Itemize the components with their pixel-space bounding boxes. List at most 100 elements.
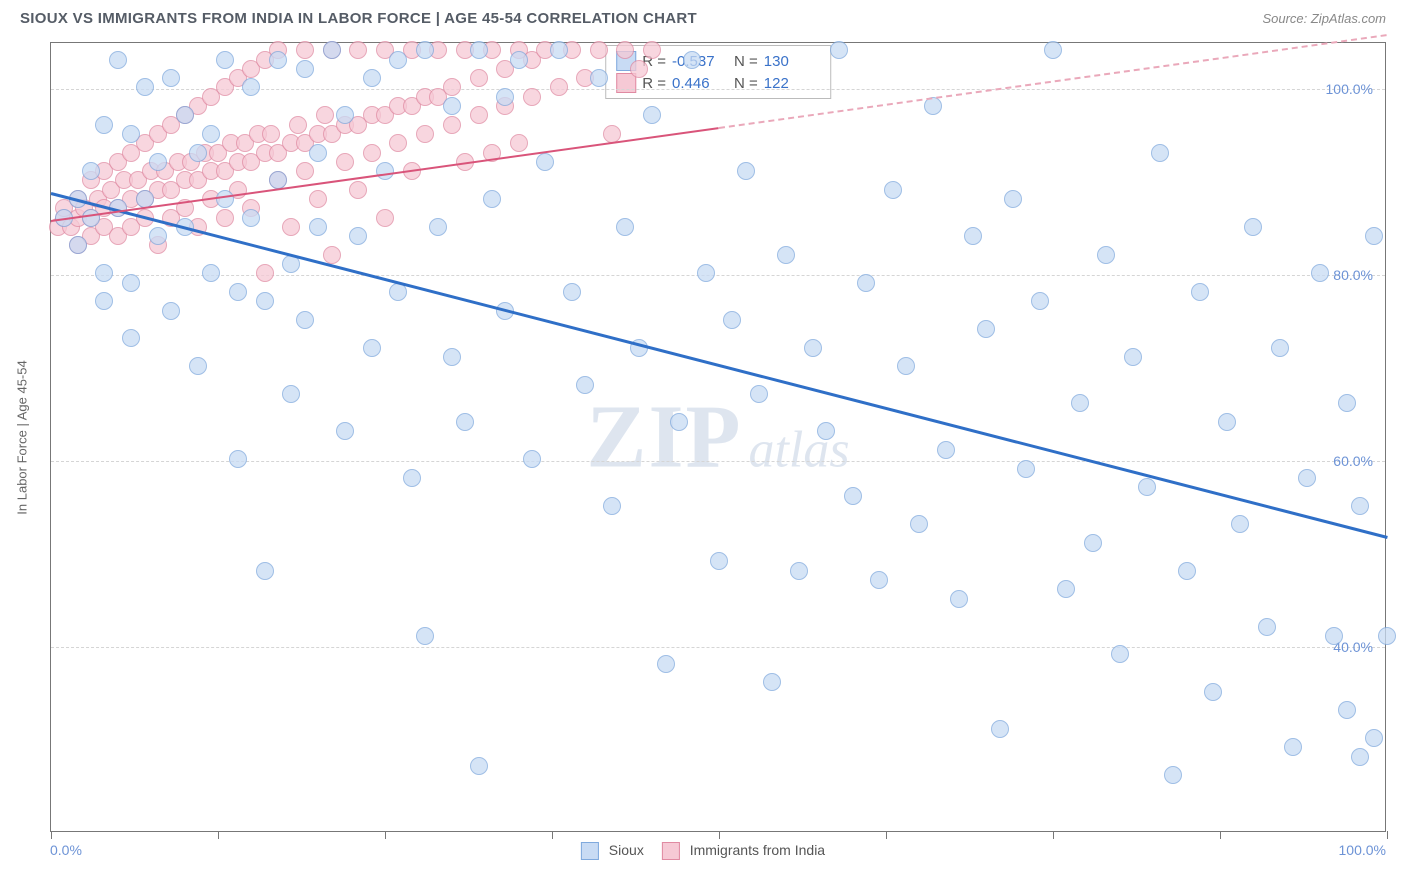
sioux-point: [216, 51, 234, 69]
sioux-point: [229, 283, 247, 301]
sioux-point: [1164, 766, 1182, 784]
sioux-point: [1365, 227, 1383, 245]
sioux-point: [1378, 627, 1396, 645]
sioux-point: [470, 757, 488, 775]
gridline-horizontal: [51, 461, 1385, 462]
india-point: [309, 190, 327, 208]
y-tick-label: 60.0%: [1333, 453, 1373, 469]
sioux-point: [1097, 246, 1115, 264]
sioux-point: [349, 227, 367, 245]
sioux-point: [723, 311, 741, 329]
sioux-point: [1017, 460, 1035, 478]
sioux-point: [697, 264, 715, 282]
sioux-point: [576, 376, 594, 394]
sioux-point: [1311, 264, 1329, 282]
sioux-point: [683, 51, 701, 69]
sioux-point: [256, 292, 274, 310]
sioux-point: [763, 673, 781, 691]
sioux-point: [149, 227, 167, 245]
sioux-point: [1031, 292, 1049, 310]
india-point: [550, 78, 568, 96]
india-point: [216, 209, 234, 227]
india-point: [282, 218, 300, 236]
x-tick: [51, 831, 52, 839]
sioux-point: [616, 218, 634, 236]
gridline-horizontal: [51, 275, 1385, 276]
x-tick: [218, 831, 219, 839]
sioux-point: [82, 162, 100, 180]
sioux-point: [336, 422, 354, 440]
gridline-horizontal: [51, 647, 1385, 648]
india-point: [376, 209, 394, 227]
sioux-point: [790, 562, 808, 580]
sioux-point: [857, 274, 875, 292]
sioux-point: [282, 385, 300, 403]
india-point: [389, 134, 407, 152]
x-tick: [385, 831, 386, 839]
sioux-point: [563, 283, 581, 301]
india-point: [510, 134, 528, 152]
sioux-point: [296, 311, 314, 329]
sioux-point: [1325, 627, 1343, 645]
india-point: [289, 116, 307, 134]
sioux-point: [202, 264, 220, 282]
sioux-point: [389, 51, 407, 69]
india-point: [443, 78, 461, 96]
n-prefix-label: N =: [734, 53, 758, 70]
sioux-point: [550, 41, 568, 59]
sioux-point: [777, 246, 795, 264]
sioux-point: [830, 41, 848, 59]
india-swatch-icon: [662, 842, 680, 860]
legend-item-india: Immigrants from India: [662, 842, 825, 860]
sioux-point: [162, 302, 180, 320]
sioux-point: [897, 357, 915, 375]
sioux-point: [242, 209, 260, 227]
sioux-point: [403, 469, 421, 487]
india-point: [470, 69, 488, 87]
sioux-point: [1084, 534, 1102, 552]
y-axis-label: In Labor Force | Age 45-54: [15, 360, 30, 514]
bottom-legend: Sioux Immigrants from India: [581, 842, 825, 860]
sioux-point: [737, 162, 755, 180]
watermark: ZIP atlas: [586, 386, 849, 489]
sioux-point: [82, 209, 100, 227]
sioux-point: [95, 116, 113, 134]
india-point: [523, 88, 541, 106]
sioux-point: [363, 69, 381, 87]
legend-label-sioux: Sioux: [609, 842, 644, 858]
sioux-point: [470, 41, 488, 59]
sioux-point: [416, 41, 434, 59]
sioux-point: [1338, 701, 1356, 719]
sioux-point: [483, 190, 501, 208]
x-tick-label: 100.0%: [1339, 842, 1386, 858]
sioux-point: [603, 497, 621, 515]
sioux-point: [309, 218, 327, 236]
y-tick-label: 80.0%: [1333, 267, 1373, 283]
india-point: [349, 41, 367, 59]
india-point: [349, 181, 367, 199]
sioux-point: [670, 413, 688, 431]
sioux-point: [1204, 683, 1222, 701]
sioux-point: [1218, 413, 1236, 431]
sioux-point: [122, 274, 140, 292]
x-tick: [1053, 831, 1054, 839]
sioux-point: [336, 106, 354, 124]
sioux-point: [363, 339, 381, 357]
sioux-point: [884, 181, 902, 199]
sioux-point: [1071, 394, 1089, 412]
sioux-point: [443, 348, 461, 366]
sioux-point: [269, 51, 287, 69]
watermark-zip: ZIP: [586, 386, 742, 489]
sioux-point: [991, 720, 1009, 738]
india-point: [443, 116, 461, 134]
india-point: [316, 106, 334, 124]
x-tick: [719, 831, 720, 839]
x-tick: [886, 831, 887, 839]
sioux-point: [1151, 144, 1169, 162]
sioux-point: [964, 227, 982, 245]
sioux-point: [149, 153, 167, 171]
sioux-point: [256, 562, 274, 580]
x-tick-label: 0.0%: [50, 842, 82, 858]
chart-title: SIOUX VS IMMIGRANTS FROM INDIA IN LABOR …: [20, 10, 697, 27]
india-point: [590, 41, 608, 59]
